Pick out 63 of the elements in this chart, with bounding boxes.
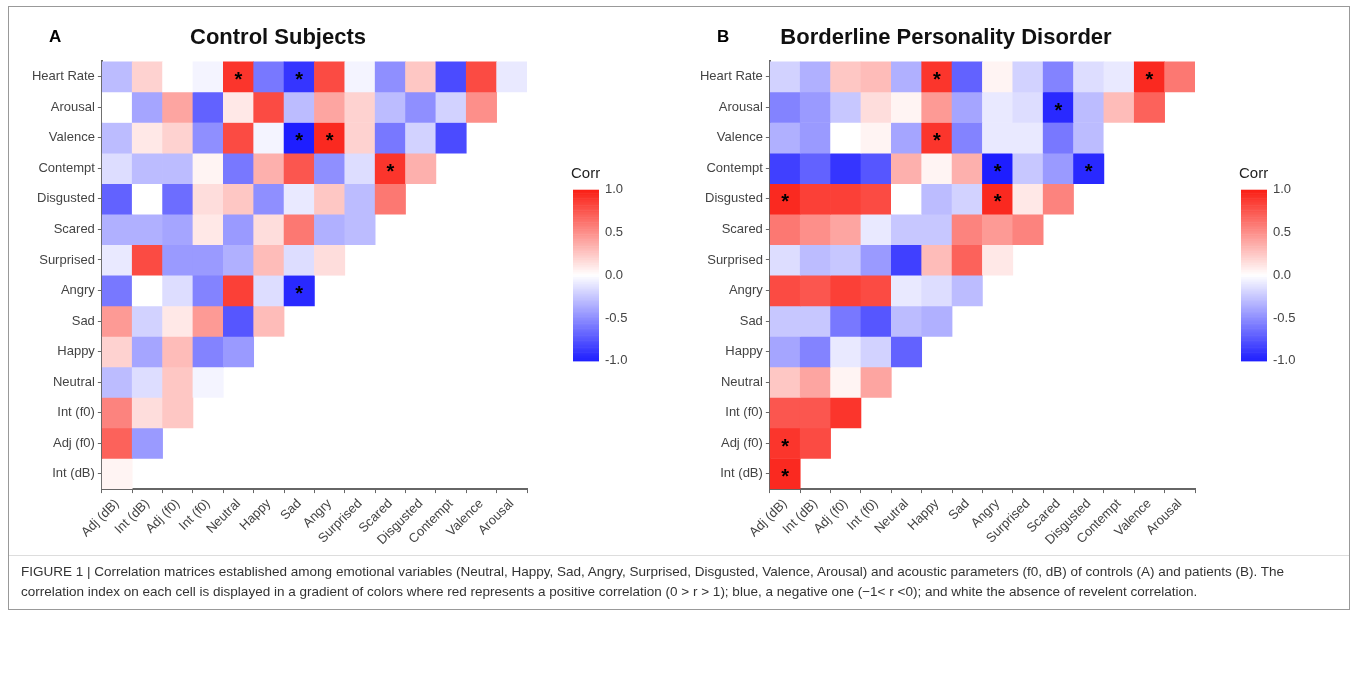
y-tick-label: Contempt xyxy=(38,159,96,175)
data-label: * xyxy=(1054,98,1063,121)
color-bar-label: 0.5 xyxy=(1273,224,1292,240)
y-tick-label: Int (f0) xyxy=(57,404,95,420)
data-label: * xyxy=(993,159,1002,182)
y-tick-label: Surprised xyxy=(707,251,763,267)
data-label: * xyxy=(932,129,941,152)
y-tick-label: Sad xyxy=(71,312,95,328)
data-label: * xyxy=(234,68,243,91)
y-tick-label: Valence xyxy=(716,129,763,145)
y-tick-label: Int (dB) xyxy=(52,465,95,481)
data-label: * xyxy=(386,159,395,182)
x-tick-label: Sad xyxy=(944,495,972,523)
y-tick-label: Happy xyxy=(57,343,96,359)
y-tick-label: Contempt xyxy=(706,159,764,175)
y-tick-label: Arousal xyxy=(718,98,763,114)
data-label: * xyxy=(295,129,304,152)
data-label: * xyxy=(781,190,790,213)
color-bar-title: Corr xyxy=(571,164,601,182)
y-tick-label: Neutral xyxy=(52,373,95,389)
caption: FIGURE 1 | Correlation matrices established among emotional variables (Neutral, Happy, Sad, Angry, Surprised, Disgusted, Valence, Arousal) and acoustic parameters (f0, dB) of controls (A) and patients (B). The correlation index on each cell is displayed in a gradient of colors where red represents a positive correlation (0 > r > 1); blue, a negative one (−1< r <0); and white the absence of revelent correlation. xyxy=(21,563,1286,601)
text: B xyxy=(717,26,730,46)
y-tick-label: Disgusted xyxy=(37,190,95,206)
x-tick-label: Sad xyxy=(276,495,304,523)
color-bar-label: -0.5 xyxy=(605,309,628,325)
y-tick-label: Arousal xyxy=(50,98,95,114)
data-label: * xyxy=(325,129,334,152)
color-bar-label: -0.5 xyxy=(1273,309,1296,325)
y-tick-label: Neutral xyxy=(720,373,763,389)
y-tick-label: Heart Rate xyxy=(31,68,95,84)
data-label: * xyxy=(295,68,304,91)
data-label: * xyxy=(1084,159,1093,182)
y-tick-label: Scared xyxy=(53,221,95,236)
color-bar-label: 0.0 xyxy=(1273,266,1292,282)
data-label: * xyxy=(295,282,304,305)
color-bar-label: -1.0 xyxy=(605,352,628,368)
y-tick-label: Disgusted xyxy=(705,190,763,206)
data-label: * xyxy=(781,434,790,457)
color-bar-label: 0.0 xyxy=(605,266,624,282)
y-tick-label: Adj (f0) xyxy=(720,434,763,450)
chart-title: Borderline Personality Disorder xyxy=(780,24,1113,50)
y-tick-label: Angry xyxy=(60,282,96,298)
y-tick-label: Surprised xyxy=(39,251,95,267)
y-tick-label: Scared xyxy=(721,221,763,236)
y-tick-label: Happy xyxy=(725,343,764,359)
color-bar-label: 0.5 xyxy=(605,224,624,240)
data-label: * xyxy=(781,465,790,488)
y-tick-label: Valence xyxy=(48,129,95,145)
text: A xyxy=(49,26,62,46)
data-label: * xyxy=(993,190,1002,213)
y-tick-label: Int (f0) xyxy=(725,404,763,420)
color-bar-label: 1.0 xyxy=(1273,181,1292,197)
y-tick-label: Angry xyxy=(728,282,764,298)
color-bar-label: 1.0 xyxy=(605,181,624,197)
color-bar-title: Corr xyxy=(1239,164,1269,182)
y-tick-label: Int (dB) xyxy=(720,465,763,481)
chart-title: Control Subjects xyxy=(189,24,367,50)
data-label: * xyxy=(1145,68,1154,91)
y-tick-label: Adj (f0) xyxy=(52,434,95,450)
color-bar-label: -1.0 xyxy=(1273,352,1296,368)
data-label: * xyxy=(932,68,941,91)
y-tick-label: Heart Rate xyxy=(699,68,763,84)
y-tick-label: Sad xyxy=(739,312,763,328)
